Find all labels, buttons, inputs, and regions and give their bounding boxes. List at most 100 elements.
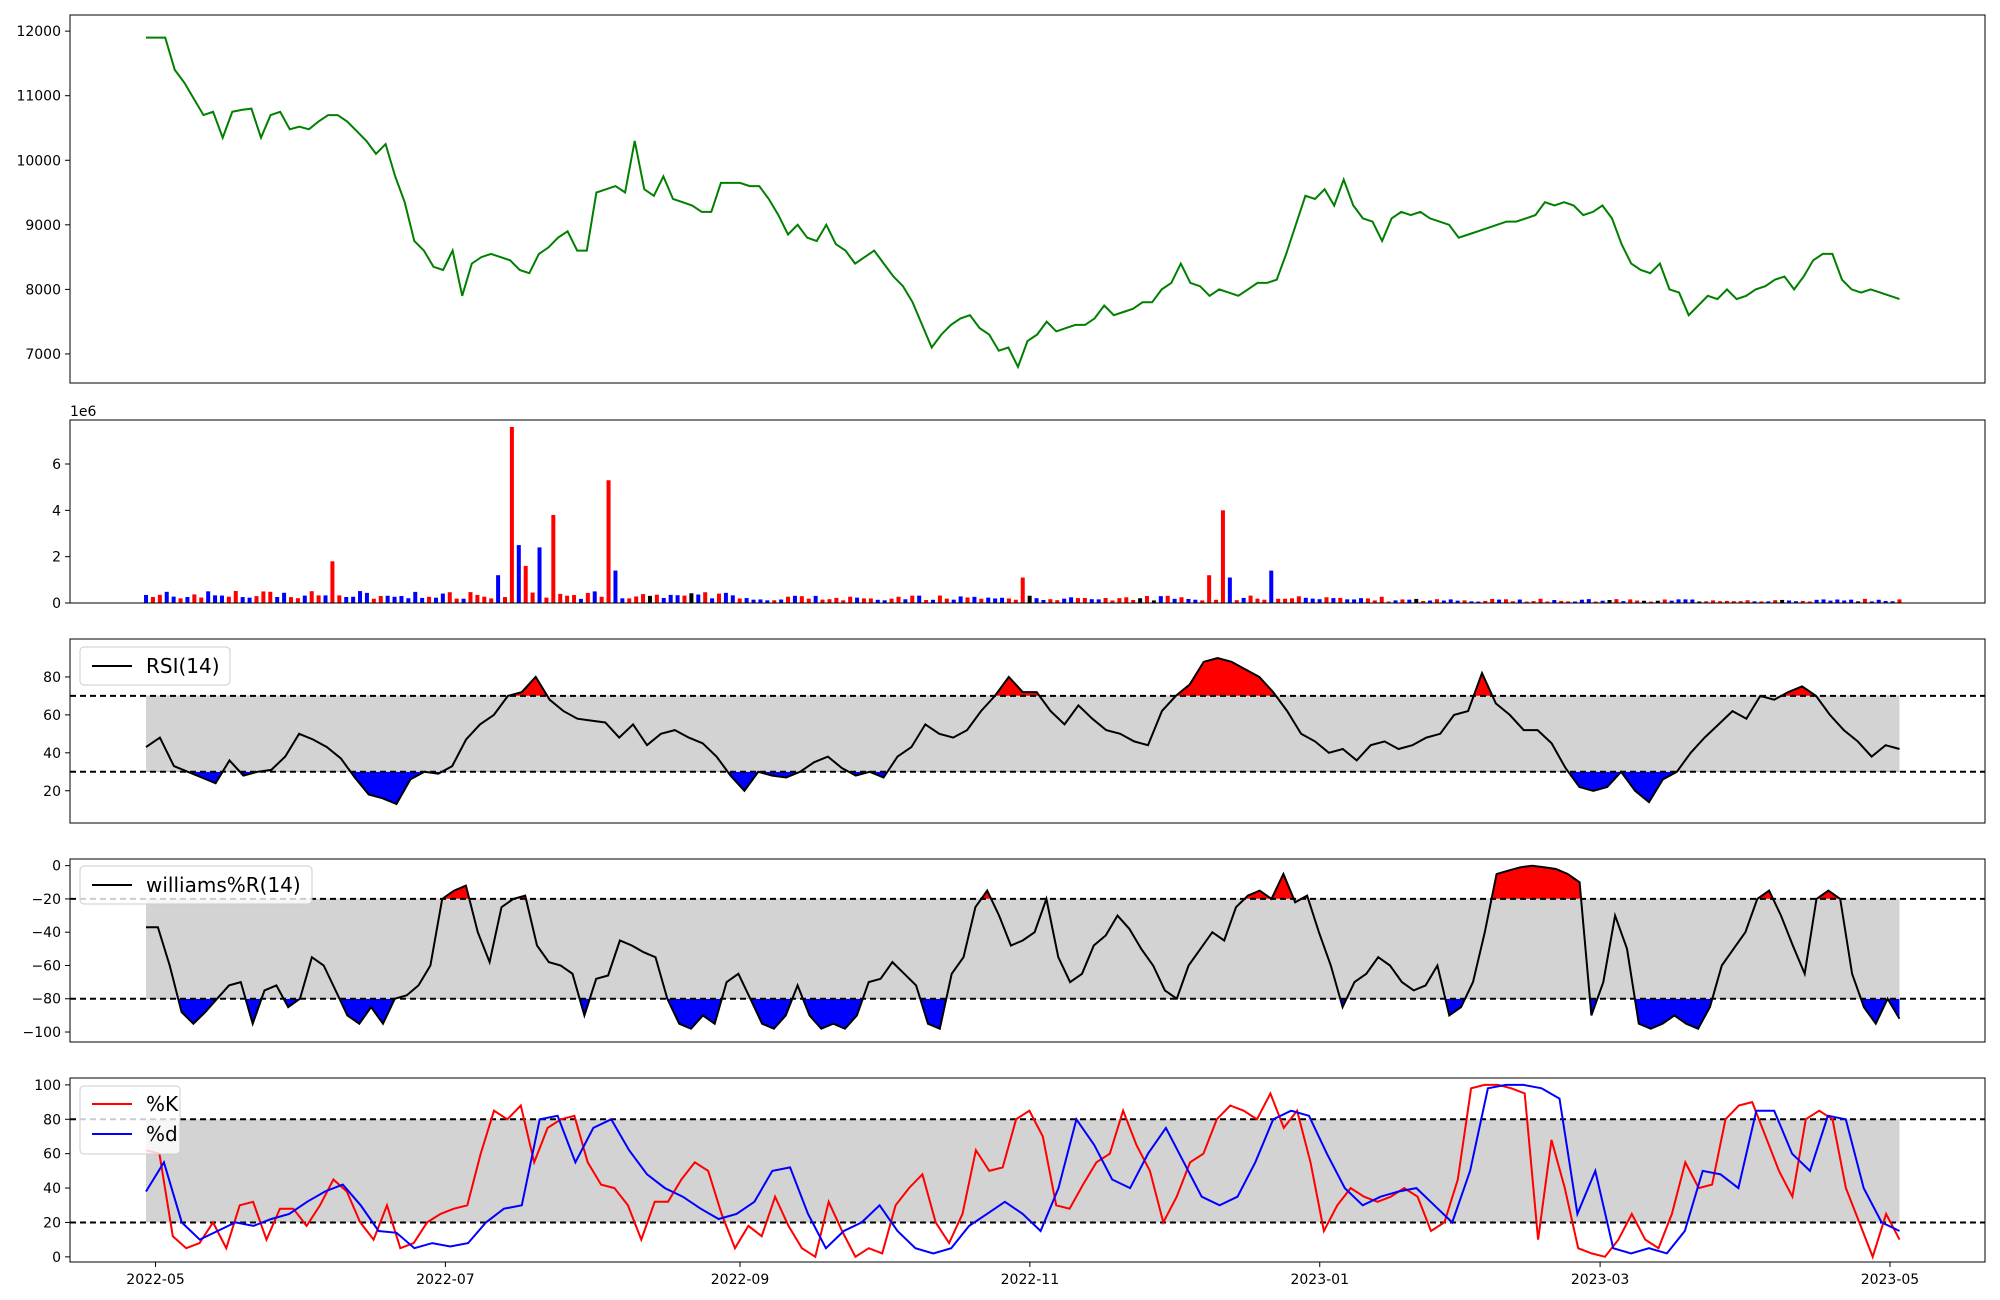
volume-bar [440, 593, 445, 603]
volume-bar [1006, 598, 1011, 603]
volume-ytick-label: 2 [52, 550, 61, 566]
volume-bar [1648, 601, 1653, 603]
volume-bar [1124, 597, 1129, 603]
volume-bar [1069, 597, 1074, 603]
stochastic-legend: %K %d [79, 1085, 181, 1155]
volume-ytick-label: 0 [52, 596, 61, 612]
volume-bar [751, 599, 756, 603]
x-tick-label: 2022-07 [416, 1272, 475, 1288]
volume-bar [1345, 599, 1350, 603]
rsi-ytick-label: 60 [43, 708, 61, 724]
volume-bar [592, 591, 597, 603]
volume-bar [1276, 598, 1281, 603]
volume-y-axis: 0 2 4 6 [52, 457, 70, 612]
volume-bar [1759, 601, 1764, 603]
price-y-axis: 7000 8000 9000 10000 11000 12000 [16, 24, 70, 363]
volume-bar [206, 591, 211, 603]
volume-bar [758, 599, 763, 603]
volume-bar [1372, 600, 1377, 603]
volume-bar [703, 592, 708, 603]
volume-bar [1448, 599, 1453, 603]
x-tick-label: 2023-01 [1290, 1272, 1349, 1288]
rsi-band [146, 695, 1900, 772]
volume-bar [1890, 601, 1895, 603]
volume-bar [1752, 601, 1757, 603]
volume-bar [1787, 600, 1792, 603]
volume-bar [164, 591, 169, 603]
volume-bar [1434, 599, 1439, 603]
price-ytick-label: 10000 [16, 153, 61, 169]
rsi-plot-area [69, 638, 1986, 824]
volume-bar [627, 598, 632, 603]
volume-bar [661, 597, 666, 603]
volume-bar [1621, 601, 1626, 603]
x-axis: 2022-05 2022-07 2022-09 2022-11 2023-01 2023-… [126, 1262, 1919, 1288]
volume-bar [309, 591, 314, 603]
volume-bar [1724, 600, 1729, 603]
volume-bar [1856, 601, 1861, 603]
volume-bar [392, 596, 397, 603]
volume-bar [585, 592, 590, 603]
stochastic-d-line [145, 1083, 1900, 1255]
volume-bar [1704, 601, 1709, 603]
volume-ytick-label: 6 [52, 457, 61, 473]
williams-ytick-label: −60 [31, 958, 61, 974]
volume-bar [1338, 597, 1343, 603]
volume-bar [1780, 599, 1785, 603]
volume-bar [420, 597, 425, 603]
volume-bar [1807, 601, 1812, 603]
volume-bar [1593, 601, 1598, 603]
volume-bar [454, 598, 459, 603]
volume-bar [233, 590, 238, 603]
volume-bar [682, 595, 687, 603]
volume-bar [1614, 599, 1619, 603]
volume-bar [433, 597, 438, 603]
volume-bar [1793, 601, 1798, 603]
volume-bar [1151, 600, 1156, 603]
volume-frame [69, 419, 1986, 604]
volume-bar [282, 592, 287, 603]
volume-bar [1055, 600, 1060, 603]
volume-bar [1517, 599, 1522, 603]
rsi-ytick-label: 80 [43, 670, 61, 686]
volume-bar [641, 594, 646, 603]
price-panel: 7000 8000 9000 10000 11000 12000 [16, 14, 1986, 384]
volume-bar [889, 598, 894, 603]
volume-bar [1365, 598, 1370, 603]
volume-bar [717, 593, 722, 603]
williams-band [146, 898, 1900, 999]
volume-bar [1428, 600, 1433, 603]
volume-bar [834, 597, 839, 603]
price-line [146, 36, 1900, 370]
price-ytick-label: 12000 [16, 24, 61, 40]
volume-bar [413, 591, 418, 603]
volume-bar [150, 596, 155, 603]
volume-bar [1227, 577, 1232, 603]
volume-bar [1131, 600, 1136, 603]
volume-bar [1421, 600, 1426, 603]
volume-bar [1214, 599, 1219, 603]
volume-bar [1573, 601, 1578, 603]
volume-bar [447, 592, 452, 603]
volume-bar [1462, 600, 1467, 603]
volume-bar [1359, 598, 1364, 603]
volume-bar [496, 575, 501, 603]
volume-bar [572, 595, 577, 603]
volume-bar [1172, 598, 1177, 603]
volume-bar [268, 591, 273, 603]
volume-bar [1414, 598, 1419, 603]
volume-bar [1310, 598, 1315, 603]
volume-bar [461, 598, 466, 603]
volume-bar [958, 596, 963, 603]
volume-bar [848, 596, 853, 603]
volume-bar [427, 596, 432, 603]
volume-bar [578, 598, 583, 603]
volume-bar [551, 514, 556, 603]
volume-bar [1234, 600, 1239, 603]
rsi-y-axis: 20 40 60 80 [43, 670, 70, 800]
volume-bar [1600, 600, 1605, 603]
volume-bar [675, 595, 680, 603]
volume-bar [937, 595, 942, 603]
volume-bar [1566, 601, 1571, 603]
volume-bar [917, 595, 922, 603]
